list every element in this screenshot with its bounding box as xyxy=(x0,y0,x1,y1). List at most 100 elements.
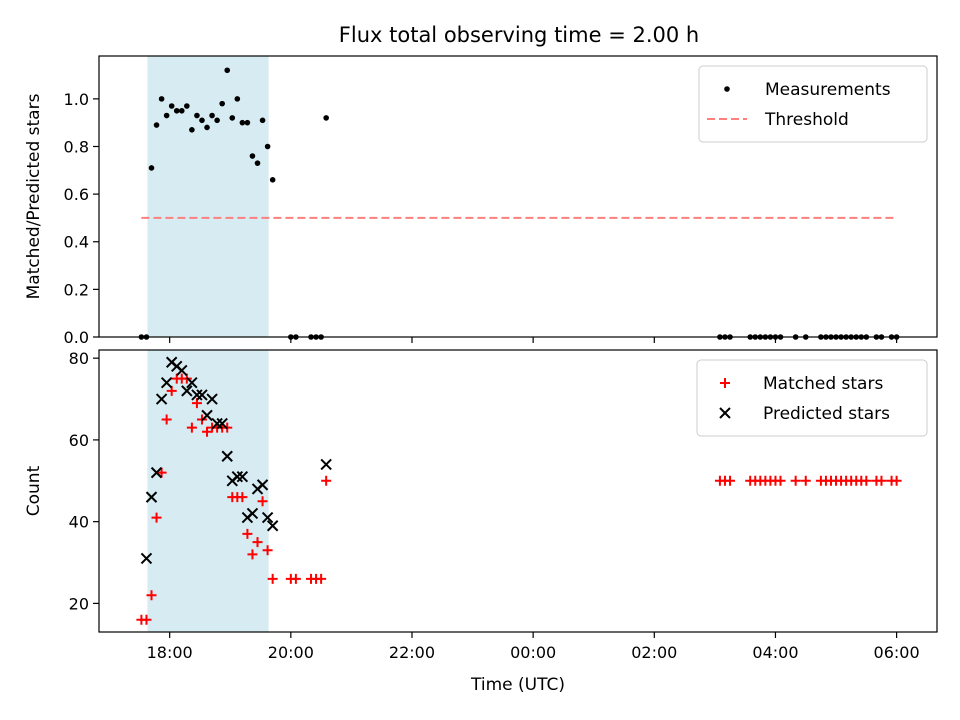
x-tick-label: 02:00 xyxy=(631,643,677,662)
data-point xyxy=(219,100,225,107)
legend-entry: Matched stars xyxy=(763,374,883,394)
data-point xyxy=(151,512,162,523)
data-point xyxy=(254,160,261,166)
observing-span xyxy=(147,350,269,632)
data-point xyxy=(201,409,213,422)
legend-box xyxy=(696,359,928,437)
data-point xyxy=(140,552,153,565)
data-point xyxy=(261,511,274,524)
chart-title: Flux total observing time = 2.00 h xyxy=(339,23,699,47)
data-point xyxy=(178,107,185,114)
data-point xyxy=(316,573,327,584)
data-point xyxy=(244,119,251,126)
x-tick-label: 22:00 xyxy=(389,643,435,662)
data-point xyxy=(264,143,271,150)
data-point xyxy=(186,376,198,389)
data-point xyxy=(211,417,223,430)
data-point xyxy=(876,475,887,486)
y-axis-label: Count xyxy=(24,465,44,516)
y-tick-label: 60 xyxy=(69,431,89,450)
y-tick-label: 0.4 xyxy=(64,233,89,252)
data-point xyxy=(247,549,258,560)
y-tick-label: 1.0 xyxy=(64,90,89,109)
data-point xyxy=(234,96,241,102)
legend-entry: Predicted stars xyxy=(763,404,890,424)
legend-entry: Measurements xyxy=(765,80,891,100)
data-point xyxy=(146,590,157,601)
data-point xyxy=(186,422,197,433)
data-point xyxy=(204,124,210,131)
y-tick-label: 80 xyxy=(69,349,89,368)
axes-frame xyxy=(98,349,938,633)
data-point xyxy=(216,417,228,430)
data-point xyxy=(199,117,205,124)
axes-frame xyxy=(98,55,938,338)
data-point xyxy=(148,165,155,171)
data-point xyxy=(209,112,215,119)
data-point xyxy=(891,475,902,486)
data-point xyxy=(194,112,200,119)
data-point xyxy=(161,414,172,425)
observing-span xyxy=(147,56,269,337)
y-tick-label: 0.2 xyxy=(64,280,89,299)
ratio-panel: 0.0 0.2 0.4 0.6 0.8 1.0 Matched/Predicted star… xyxy=(24,55,938,347)
data-point xyxy=(790,475,801,486)
legend-marker xyxy=(719,407,731,419)
data-point xyxy=(267,573,278,584)
data-point xyxy=(242,528,253,539)
x-tick-label: 20:00 xyxy=(268,643,314,662)
data-point xyxy=(176,364,188,377)
data-point xyxy=(173,107,180,114)
y-tick-label: 0.0 xyxy=(64,328,89,347)
data-point xyxy=(269,177,276,183)
data-point xyxy=(160,376,173,389)
y-tick-label: 0.8 xyxy=(64,137,89,156)
data-point xyxy=(191,389,203,401)
data-point xyxy=(224,67,231,74)
data-point xyxy=(231,470,244,483)
legend-marker xyxy=(724,86,730,92)
data-point xyxy=(246,507,259,520)
data-point xyxy=(775,475,786,486)
data-point xyxy=(229,115,236,121)
x-tick-label: 18:00 xyxy=(147,643,193,662)
data-point xyxy=(150,466,163,479)
data-point xyxy=(184,103,190,109)
data-point xyxy=(153,122,160,128)
data-point xyxy=(800,475,811,486)
data-point xyxy=(262,545,273,556)
data-point xyxy=(206,393,218,405)
y-tick-label: 20 xyxy=(69,594,89,613)
data-point xyxy=(252,537,263,548)
series-matched-stars xyxy=(136,373,902,625)
data-point xyxy=(725,475,736,486)
data-point xyxy=(221,450,233,462)
data-point xyxy=(237,492,248,503)
y-axis-label: Matched/Predicted stars xyxy=(24,93,44,299)
data-point xyxy=(168,103,175,109)
data-point xyxy=(145,491,158,503)
x-axis-label: Time (UTC) xyxy=(470,675,565,695)
legend-marker xyxy=(720,378,730,388)
count-panel: 20 40 60 80 18:00 20:00 22:00 00:00 02:00 04:00 06… xyxy=(24,349,938,662)
legend-box xyxy=(698,65,928,143)
data-point xyxy=(239,119,246,126)
data-point xyxy=(256,479,269,491)
data-point xyxy=(259,117,266,124)
x-tick-label: 04:00 xyxy=(752,643,798,662)
data-point xyxy=(155,393,168,405)
data-point xyxy=(321,475,332,486)
data-point xyxy=(290,573,301,584)
data-point xyxy=(158,96,165,102)
data-point xyxy=(156,467,167,478)
data-point xyxy=(181,385,193,397)
data-point xyxy=(163,112,170,119)
series-predicted-stars xyxy=(140,356,332,565)
y-tick-label: 0.6 xyxy=(64,185,89,204)
data-point xyxy=(214,117,220,124)
data-point xyxy=(257,496,268,507)
data-point xyxy=(861,475,872,486)
y-tick-label: 40 xyxy=(69,513,89,532)
data-point xyxy=(323,115,329,121)
